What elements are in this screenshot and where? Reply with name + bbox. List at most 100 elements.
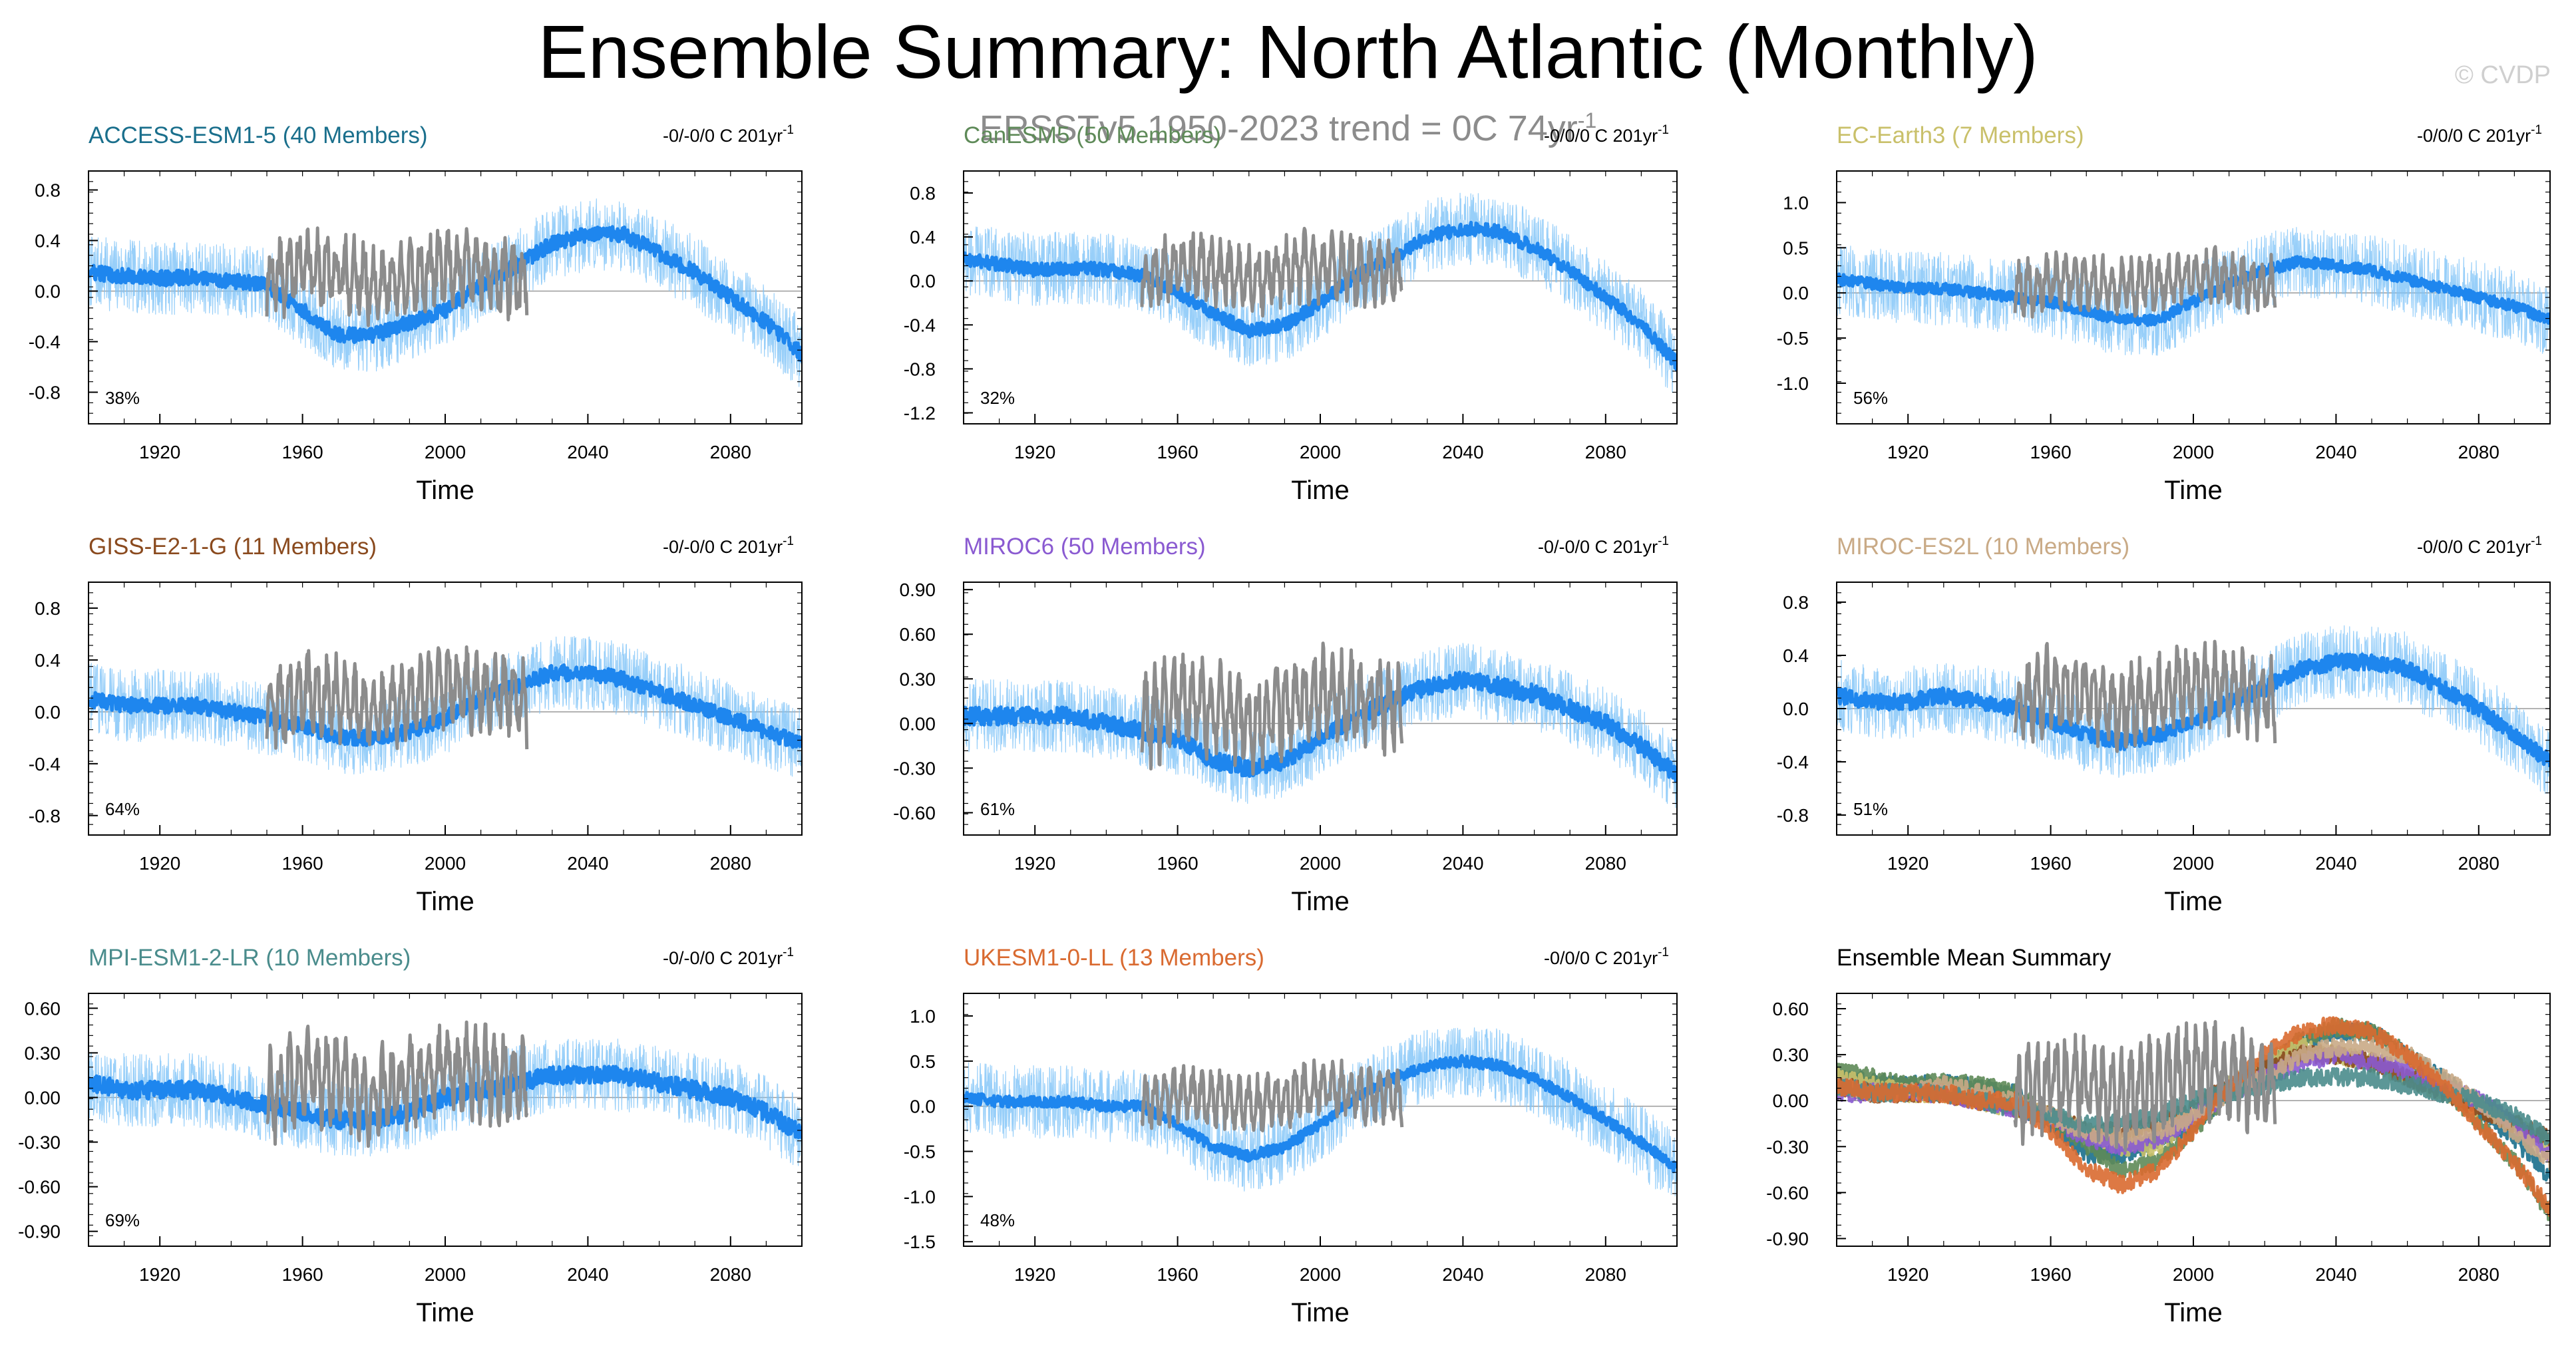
panel-percentage: 64% xyxy=(105,799,140,819)
chart-panel-6: MIROC-ES2L (10 Members) -0/0/0 C 201yr-1 0… xyxy=(1777,534,2551,916)
x-tick-label: 1920 xyxy=(139,442,180,462)
panel-trend-label: -0/0/0 C 201yr-1 xyxy=(1544,945,1669,968)
x-tick-label: 2080 xyxy=(1585,1264,1626,1285)
figure-title: Ensemble Summary: North Atlantic (Monthl… xyxy=(538,10,2038,94)
panel-title: MIROC6 (50 Members) xyxy=(964,534,1206,560)
x-tick-label: 1960 xyxy=(2030,442,2071,462)
chart-panel-2: CanESM5 (50 Members) -0/0/0 C 201yr-1 0.8 0… xyxy=(904,122,1678,505)
series-ensemble-mean xyxy=(1837,255,2550,327)
panel-data xyxy=(964,641,1677,808)
y-tick-label: -0.90 xyxy=(18,1222,61,1242)
y-tick-label: 0.8 xyxy=(35,598,61,619)
y-tick-label: 0.00 xyxy=(900,713,936,734)
series-ensemble-mean xyxy=(964,1054,1677,1174)
x-tick-label: 2080 xyxy=(710,1264,751,1285)
series-ersstv5 xyxy=(1140,226,1403,318)
x-tick-label: 2040 xyxy=(567,853,608,874)
x-tick-label: 2000 xyxy=(425,442,466,462)
panel-data xyxy=(89,1020,802,1166)
y-tick-label: -0.8 xyxy=(904,359,936,379)
x-tick-label: 1960 xyxy=(2030,853,2071,874)
x-tick-label: 1960 xyxy=(281,1264,323,1285)
y-tick-label: 0.0 xyxy=(1783,699,1809,719)
series-ensemble-mean xyxy=(89,225,802,363)
panel-title: UKESM1-0-LL (13 Members) xyxy=(964,945,1264,971)
y-tick-label: 0.00 xyxy=(1773,1091,1809,1111)
x-tick-label: 2040 xyxy=(567,442,608,462)
series-ukesm1-0-ll xyxy=(1837,1016,2550,1217)
panel-trend-label: -0/0/0 C 201yr-1 xyxy=(2417,534,2542,557)
panel-title: EC-Earth3 (7 Members) xyxy=(1837,122,2084,148)
x-tick-label: 1960 xyxy=(1157,442,1198,462)
series-ensemble-spread xyxy=(89,1038,802,1166)
x-tick-label: 2040 xyxy=(2315,1264,2356,1285)
chart-panel-7: MPI-ESM1-2-LR (10 Members) -0/-0/0 C 201y… xyxy=(18,945,803,1327)
series-ersstv5 xyxy=(2013,245,2277,319)
y-tick-label: -0.90 xyxy=(1766,1228,1809,1249)
panel-data xyxy=(964,1027,1677,1197)
y-tick-label: -0.8 xyxy=(1777,805,1809,826)
panel-title: GISS-E2-1-G (11 Members) xyxy=(89,534,377,560)
panel-trend-label: -0/0/0 C 201yr-1 xyxy=(2417,123,2542,146)
observations-trend-text: ERSSTv5 1950-2023 trend = 0C 74yr xyxy=(979,108,1578,148)
y-tick-label: -0.5 xyxy=(904,1142,936,1162)
series-ersstv5 xyxy=(2013,1020,2277,1152)
panel-trend-exponent: -1 xyxy=(2531,534,2542,548)
y-tick-label: 0.0 xyxy=(1783,283,1809,303)
y-tick-label: -0.8 xyxy=(29,806,61,826)
y-tick-label: -0.8 xyxy=(29,383,61,403)
x-tick-label: 2080 xyxy=(710,853,751,874)
y-tick-label: 0.8 xyxy=(910,183,936,204)
x-tick-label: 1920 xyxy=(139,1264,180,1285)
panel-data xyxy=(1837,227,2550,356)
y-tick-label: -0.60 xyxy=(893,802,936,823)
panel-trend-exponent: -1 xyxy=(783,945,794,959)
chart-panel-3: EC-Earth3 (7 Members) -0/0/0 C 201yr-1 1.0… xyxy=(1777,122,2551,505)
series-ersstv5 xyxy=(265,226,529,327)
x-tick-label: 2080 xyxy=(2458,442,2499,462)
y-tick-label: 1.0 xyxy=(1783,193,1809,214)
y-tick-label: -0.30 xyxy=(18,1132,61,1153)
x-tick-label: 2040 xyxy=(2315,853,2356,874)
chart-panel-5: MIROC6 (50 Members) -0/-0/0 C 201yr-1 0.90… xyxy=(893,534,1678,916)
x-tick-label: 2080 xyxy=(1585,853,1626,874)
y-tick-label: 0.5 xyxy=(1783,238,1809,258)
x-tick-label: 1960 xyxy=(281,853,323,874)
x-axis-title: Time xyxy=(1291,887,1349,916)
x-tick-label: 1960 xyxy=(1157,853,1198,874)
x-axis-title: Time xyxy=(2164,476,2222,505)
panel-title: ACCESS-ESM1-5 (40 Members) xyxy=(89,122,428,148)
series-ensemble-mean xyxy=(964,220,1677,371)
observations-trend-label: ERSSTv5 1950-2023 trend = 0C 74yr-1 xyxy=(0,97,2576,152)
y-tick-label: 0.30 xyxy=(900,669,936,689)
x-axis-title: Time xyxy=(1291,1298,1349,1327)
y-tick-label: 0.8 xyxy=(1783,592,1809,613)
x-tick-label: 1920 xyxy=(1887,853,1929,874)
x-tick-label: 2000 xyxy=(425,1264,466,1285)
y-tick-label: -0.5 xyxy=(1777,328,1809,349)
x-tick-label: 1960 xyxy=(2030,1264,2071,1285)
panel-percentage: 48% xyxy=(980,1210,1015,1230)
x-tick-label: 2080 xyxy=(2458,853,2499,874)
x-tick-label: 2000 xyxy=(425,853,466,874)
panel-percentage: 32% xyxy=(980,388,1015,408)
chart-panel-9: Ensemble Mean Summary 0.60 0.30 0.00 -0.30 -0… xyxy=(1766,945,2551,1327)
copyright-label: © CVDP xyxy=(2454,61,2551,89)
x-axis-title: Time xyxy=(416,887,474,916)
y-tick-label: 0.0 xyxy=(910,271,936,291)
x-axis-title: Time xyxy=(1291,476,1349,505)
panel-trend-label: -0/-0/0 C 201yr-1 xyxy=(663,534,794,557)
y-tick-label: 0.30 xyxy=(1773,1045,1809,1065)
panel-data xyxy=(964,192,1677,393)
panel-percentage: 51% xyxy=(1853,799,1888,819)
chart-panel-8: UKESM1-0-LL (13 Members) -0/0/0 C 201yr-1… xyxy=(904,945,1678,1327)
y-tick-label: -0.4 xyxy=(29,332,61,353)
x-tick-label: 2000 xyxy=(1300,1264,1341,1285)
panel-trend-label: -0/0/0 C 201yr-1 xyxy=(1544,123,1669,146)
x-tick-label: 1920 xyxy=(1014,442,1055,462)
chart-panel-1: ACCESS-ESM1-5 (40 Members) -0/-0/0 C 201y… xyxy=(29,122,803,505)
panel-data xyxy=(89,635,802,781)
x-tick-label: 1920 xyxy=(1014,853,1055,874)
series-ersstv5 xyxy=(266,1020,529,1148)
panel-percentage: 38% xyxy=(105,388,140,408)
